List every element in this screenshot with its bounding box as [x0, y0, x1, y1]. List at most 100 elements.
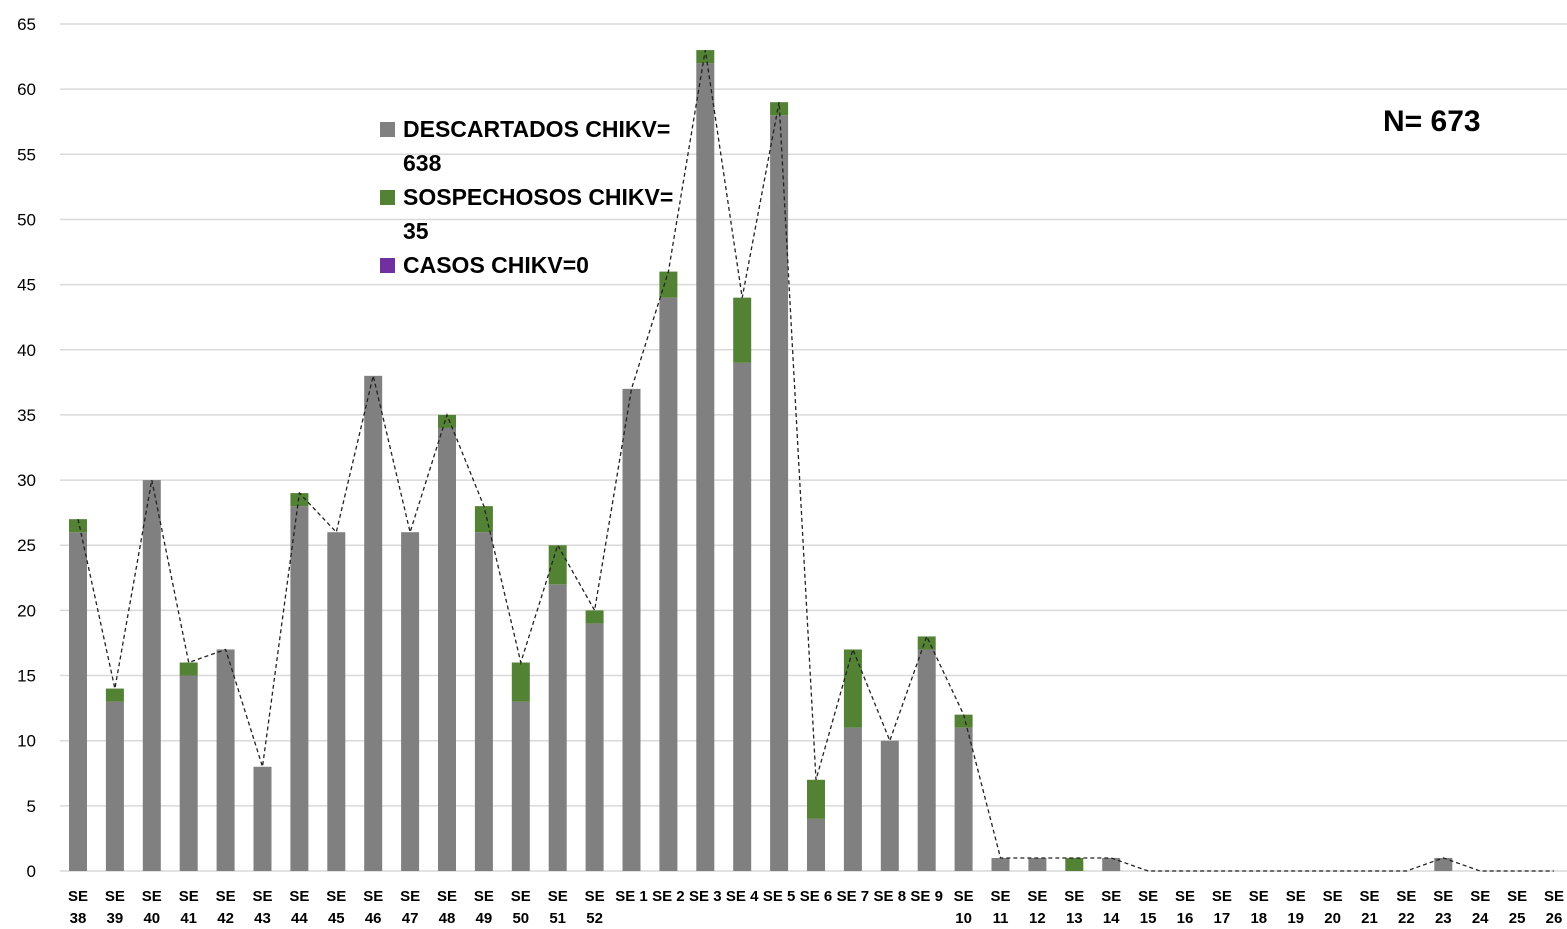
total-annotation: N= 673	[1383, 105, 1481, 138]
x-tick-label: SE 49	[474, 888, 494, 927]
y-tick-label: 60	[17, 80, 36, 99]
bar-segment	[659, 297, 678, 872]
x-tick-label: SE 23	[1433, 888, 1453, 927]
x-tick-label: SE 7	[837, 888, 870, 905]
y-tick-label: 65	[17, 15, 36, 34]
bar-segment	[696, 50, 715, 64]
bar-segment	[1065, 857, 1084, 871]
bar-segment	[1102, 857, 1121, 871]
x-tick-label: SE 46	[363, 888, 383, 927]
trend-polyline	[77, 49, 1554, 872]
bar-segment	[105, 688, 124, 702]
bar-segment	[585, 610, 604, 624]
y-tick-label: 0	[27, 862, 36, 881]
bar-segment	[142, 480, 161, 871]
x-tick-label: SE 26	[1544, 888, 1564, 927]
bar-segment	[991, 857, 1010, 871]
x-tick-label: SE 5	[763, 888, 796, 905]
bar-segment	[290, 506, 309, 871]
bar-segment	[438, 427, 456, 871]
bar-segment	[438, 414, 456, 428]
y-tick-label: 30	[17, 471, 36, 490]
x-tick-label: SE 4	[726, 888, 759, 905]
bar-segment	[69, 532, 87, 871]
y-tick-label: 20	[17, 601, 36, 620]
bar-segment	[917, 649, 936, 871]
x-tick-label: SE 16	[1175, 888, 1195, 927]
x-tick-label: SE 22	[1396, 888, 1416, 927]
bar-segment	[807, 818, 825, 871]
x-tick-label: SE 18	[1249, 888, 1269, 927]
legend-item-sospechosos: SOSPECHOSOS CHIKV= 35	[380, 180, 690, 248]
bar-segment	[364, 375, 383, 871]
x-tick-label: SE 50	[511, 888, 531, 927]
bar-segment	[622, 388, 641, 871]
x-tick-label: SE 8	[874, 888, 907, 905]
bar-segment	[880, 740, 899, 871]
bar-segment	[843, 649, 862, 728]
legend-label-casos: CASOS CHIKV=0	[403, 252, 589, 278]
x-tick-label: SE 52	[585, 888, 605, 927]
x-tick-label: SE 42	[216, 888, 236, 927]
bar-segment	[1434, 857, 1453, 871]
legend: DESCARTADOS CHIKV= 638 SOSPECHOSOS CHIKV…	[380, 112, 690, 282]
x-tick-label: SE 9	[910, 888, 943, 905]
bar-segment	[807, 779, 825, 819]
y-tick-label: 40	[17, 341, 36, 360]
bar-segment	[290, 493, 309, 507]
legend-item-casos: CASOS CHIKV=0	[380, 248, 690, 282]
bar-segment	[179, 675, 198, 871]
x-tick-label: SE 6	[800, 888, 833, 905]
x-tick-label: SE 15	[1138, 888, 1158, 927]
x-tick-label: SE 51	[548, 888, 568, 927]
bar-segment	[1028, 857, 1047, 871]
bar-segment	[548, 545, 567, 585]
x-tick-label: SE 13	[1064, 888, 1084, 927]
bar-segment	[474, 532, 493, 871]
legend-swatch-sospechosos	[380, 190, 395, 205]
bar-segment	[216, 649, 235, 871]
gridlines	[60, 23, 1567, 872]
x-tick-label: SE 38	[68, 888, 88, 927]
x-tick-label: SE 17	[1212, 888, 1232, 927]
x-tick-label: SE 10	[954, 888, 974, 927]
x-tick-label: SE 11	[990, 888, 1010, 927]
y-tick-label: 25	[17, 536, 36, 555]
trend-line	[77, 49, 1554, 872]
x-axis-ticks: SE 38 SE 39 SE 40 SE 41 SE 42 SE 43 SE 44 SE 45 SE 46 SE 47…	[68, 888, 1564, 927]
bar-segment	[696, 63, 715, 872]
y-tick-label: 15	[17, 667, 36, 686]
x-tick-label: SE 47	[400, 888, 420, 927]
x-tick-label: SE 44	[289, 888, 309, 927]
x-tick-label: SE 14	[1101, 888, 1121, 927]
x-tick-label: SE 39	[105, 888, 125, 927]
y-axis-ticks: 0 5 10 15 20 25 30 35 40 45 50 55 60 65	[17, 15, 36, 881]
legend-label-descartados: DESCARTADOS CHIKV= 638	[403, 116, 671, 176]
bar-segment	[733, 362, 752, 871]
bar-segment	[401, 532, 420, 871]
bar-segment	[69, 519, 87, 533]
bar-segment	[843, 727, 862, 871]
y-tick-label: 45	[17, 276, 36, 295]
bar-segment	[474, 506, 493, 533]
y-tick-label: 5	[27, 797, 36, 816]
bar-segment	[659, 271, 678, 298]
bar-segment	[511, 701, 530, 871]
legend-item-descartados: DESCARTADOS CHIKV= 638	[380, 112, 690, 180]
bar-segment	[105, 701, 124, 871]
x-tick-label: SE 19	[1286, 888, 1306, 927]
x-tick-label: SE 41	[179, 888, 199, 927]
x-tick-label: SE 25	[1507, 888, 1527, 927]
bar-segment	[954, 727, 973, 871]
y-tick-label: 35	[17, 406, 36, 425]
x-tick-label: SE 20	[1323, 888, 1343, 927]
y-tick-label: 10	[17, 732, 36, 751]
x-tick-label: SE 24	[1470, 888, 1490, 927]
x-tick-label: SE 1	[615, 888, 648, 905]
bar-segment	[327, 532, 346, 871]
bar-segment	[253, 766, 272, 871]
x-tick-label: SE 45	[326, 888, 346, 927]
x-tick-label: SE 2	[652, 888, 685, 905]
x-tick-label: SE 40	[142, 888, 162, 927]
